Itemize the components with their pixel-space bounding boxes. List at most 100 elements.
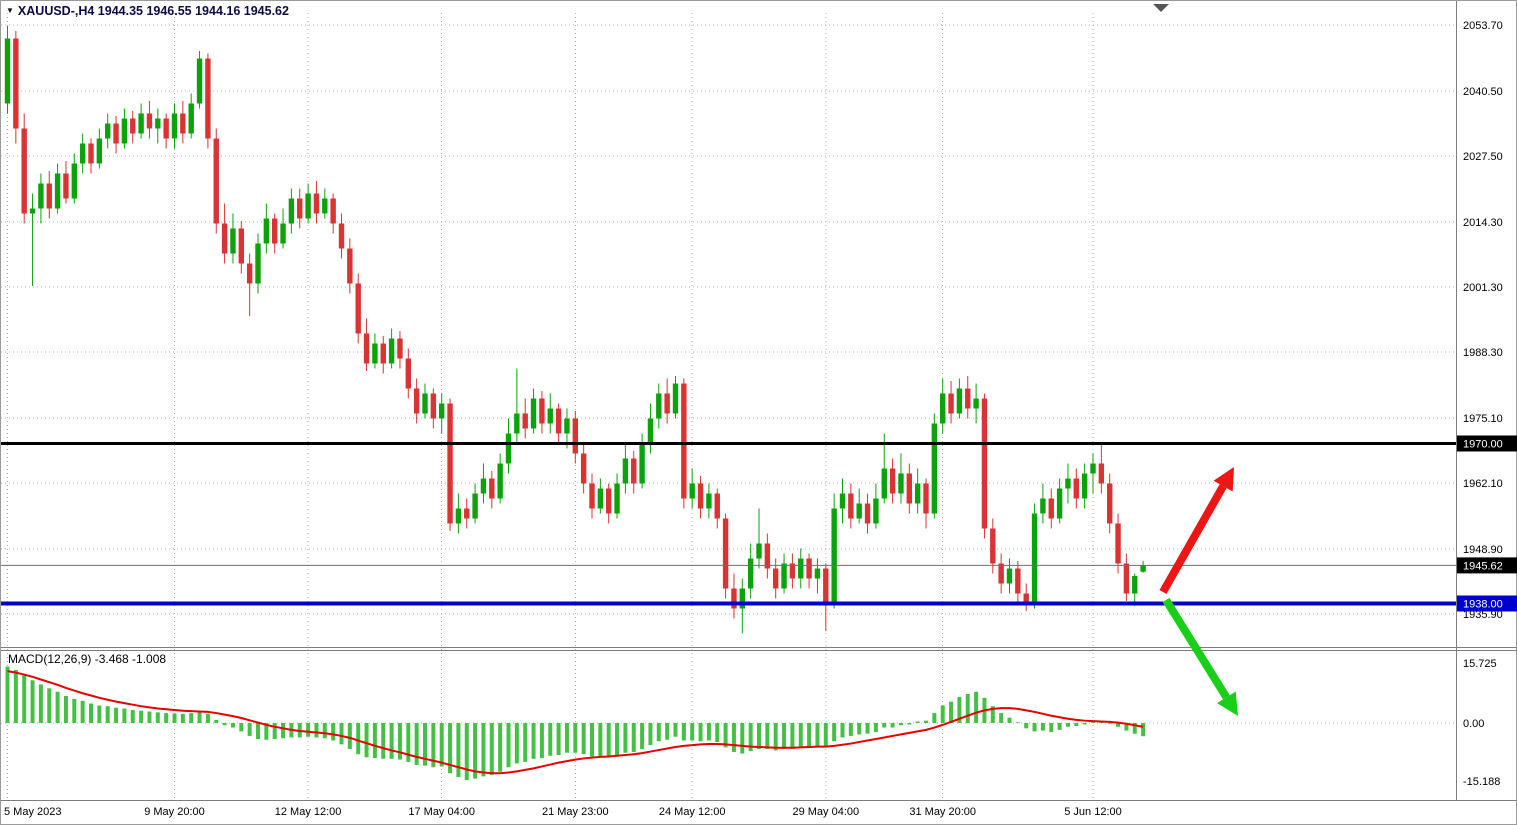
time-tick-label: 12 May 12:00 bbox=[275, 806, 342, 818]
macd-tick-label: 0.00 bbox=[1463, 718, 1484, 730]
candle bbox=[580, 443, 587, 494]
candle bbox=[46, 171, 52, 219]
candle bbox=[138, 103, 144, 139]
candle bbox=[180, 101, 186, 144]
candle bbox=[697, 476, 704, 519]
candle bbox=[146, 101, 153, 139]
price-tick-label: 2001.30 bbox=[1463, 282, 1503, 294]
candle bbox=[831, 493, 837, 609]
candle bbox=[856, 488, 862, 524]
support-level-badge: 1938.00 bbox=[1457, 595, 1517, 612]
candle bbox=[1090, 453, 1096, 494]
candle bbox=[848, 483, 854, 529]
price-tick-label: 1988.30 bbox=[1463, 347, 1503, 359]
candle bbox=[422, 383, 428, 419]
candle bbox=[297, 188, 303, 229]
candle bbox=[564, 408, 570, 449]
candle bbox=[814, 558, 821, 594]
candle bbox=[823, 563, 829, 631]
candle bbox=[272, 213, 278, 254]
candle bbox=[105, 113, 111, 149]
time-tick-label: 29 May 04:00 bbox=[792, 806, 859, 818]
candle bbox=[372, 333, 378, 369]
candle bbox=[514, 368, 520, 444]
candle bbox=[63, 161, 69, 204]
candle bbox=[88, 138, 94, 174]
candle bbox=[405, 348, 411, 399]
candle bbox=[155, 108, 161, 144]
candle bbox=[572, 411, 578, 464]
candle bbox=[113, 116, 119, 154]
candle bbox=[171, 103, 178, 149]
candle bbox=[622, 443, 629, 494]
candle bbox=[714, 488, 720, 529]
candle bbox=[439, 393, 445, 434]
current-price-badge: 1945.62 bbox=[1457, 557, 1517, 574]
candle bbox=[347, 238, 353, 294]
candle bbox=[1048, 488, 1054, 529]
candle bbox=[1115, 513, 1121, 574]
price-tick-label: 1975.10 bbox=[1463, 413, 1503, 425]
candle bbox=[990, 518, 996, 574]
candle bbox=[722, 513, 729, 599]
candle bbox=[647, 403, 654, 454]
candle bbox=[873, 483, 879, 529]
candles-layer bbox=[4, 26, 1146, 634]
time-tick-label: 5 May 2023 bbox=[4, 806, 61, 818]
candle bbox=[631, 451, 637, 494]
candle bbox=[263, 203, 270, 254]
svg-text:1970.00: 1970.00 bbox=[1463, 439, 1503, 451]
time-tick-label: 17 May 04:00 bbox=[408, 806, 475, 818]
candle bbox=[948, 381, 954, 424]
candle bbox=[29, 193, 36, 286]
candle bbox=[388, 328, 395, 369]
grid-layer bbox=[1, 13, 1456, 800]
candle bbox=[464, 498, 470, 529]
candle bbox=[472, 483, 478, 524]
candle bbox=[1065, 463, 1071, 504]
chart-shift-marker[interactable] bbox=[1153, 4, 1169, 12]
candle bbox=[789, 553, 796, 589]
candle bbox=[689, 468, 695, 509]
candle bbox=[522, 398, 528, 439]
candle bbox=[230, 213, 236, 264]
candle bbox=[956, 378, 963, 419]
symbol-ohlc-readout: ▼ XAUUSD-,H4 1944.35 1946.55 1944.16 194… bbox=[6, 4, 289, 18]
candle bbox=[839, 478, 846, 524]
candle bbox=[539, 391, 545, 434]
macd-tick-label: -15.188 bbox=[1463, 776, 1500, 788]
candle bbox=[121, 108, 128, 149]
candle bbox=[288, 188, 295, 234]
symbol-dropdown-icon[interactable]: ▼ bbox=[6, 6, 14, 15]
price-tick-label: 2040.50 bbox=[1463, 86, 1503, 98]
candle bbox=[547, 393, 553, 434]
candle bbox=[238, 221, 244, 274]
candle bbox=[71, 153, 77, 204]
candle bbox=[1015, 561, 1021, 604]
candle bbox=[13, 31, 19, 144]
candle bbox=[205, 53, 211, 149]
candle bbox=[1031, 503, 1038, 609]
time-tick-label: 5 Jun 12:00 bbox=[1064, 806, 1122, 818]
candle bbox=[530, 388, 537, 434]
candle bbox=[221, 203, 228, 264]
candle bbox=[505, 418, 512, 474]
candle bbox=[1098, 443, 1105, 494]
price-tick-label: 1948.90 bbox=[1463, 544, 1503, 556]
price-tick-label: 2027.50 bbox=[1463, 151, 1503, 163]
candle bbox=[4, 26, 11, 114]
candle bbox=[338, 213, 345, 259]
price-tick-label: 1935.90 bbox=[1463, 609, 1503, 621]
candle bbox=[280, 208, 286, 249]
candle bbox=[413, 378, 420, 424]
candle bbox=[196, 51, 203, 109]
price-axis: 2053.70 2040.50 2027.50 2014.30 2001.30 1988.… bbox=[1457, 20, 1517, 788]
trend-arrow-down[interactable] bbox=[1162, 597, 1238, 716]
trend-arrow-up[interactable] bbox=[1159, 467, 1234, 594]
candle bbox=[589, 473, 595, 519]
candle bbox=[672, 376, 679, 419]
candle bbox=[906, 463, 912, 514]
candle bbox=[322, 188, 328, 219]
candle bbox=[931, 413, 938, 519]
